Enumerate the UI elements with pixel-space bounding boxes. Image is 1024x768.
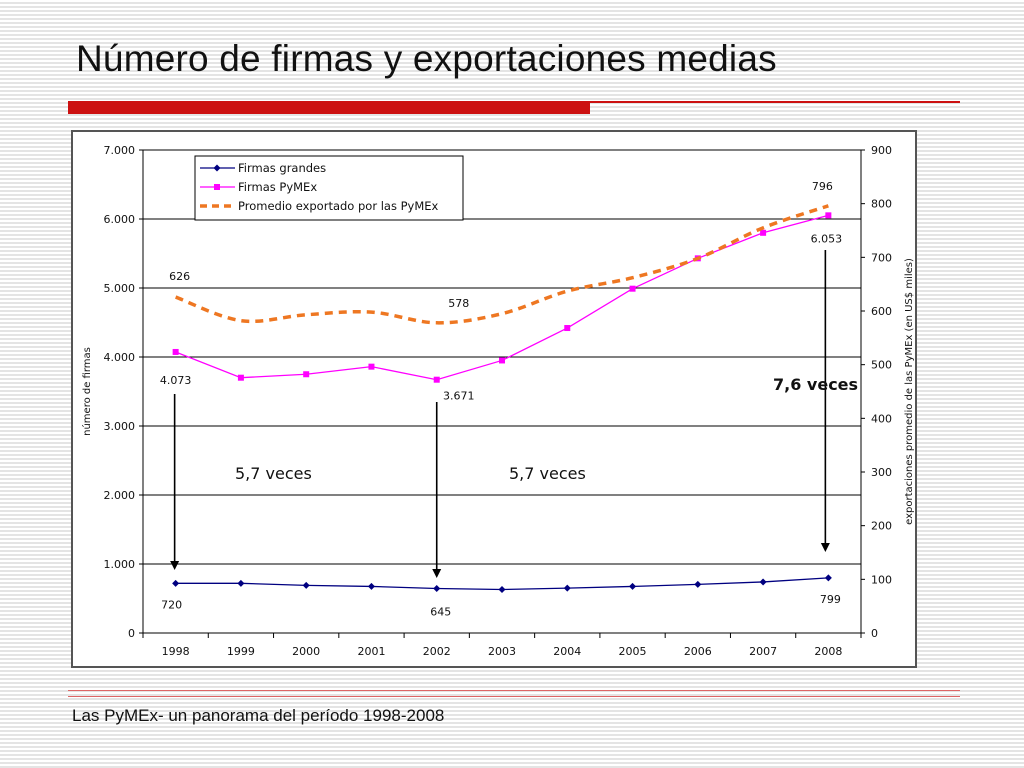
data-point-firmas-grandes (302, 581, 310, 589)
x-tick-label: 2002 (423, 645, 451, 658)
data-point-firmas-pymex (433, 376, 440, 383)
y2-tick-label: 700 (871, 251, 892, 264)
y-tick-label: 5.000 (104, 282, 136, 295)
x-tick-label: 2004 (553, 645, 581, 658)
y2-tick-label: 0 (871, 627, 878, 640)
y2-tick-label: 400 (871, 412, 892, 425)
annotation-label: 7,6 veces (773, 375, 858, 394)
annotation-label: 5,7 veces (235, 464, 312, 483)
title-accent-bar (68, 101, 590, 114)
data-point-firmas-grandes (563, 584, 571, 592)
data-point-firmas-pymex (368, 363, 375, 370)
data-point-firmas-grandes (694, 580, 702, 588)
data-point-firmas-grandes (759, 578, 767, 586)
y2-axis-label: exportaciones promedio de las PyMEx (en … (904, 258, 915, 525)
data-label: 4.073 (160, 374, 192, 387)
legend-label: Firmas PyMEx (238, 180, 317, 194)
y-tick-label: 4.000 (104, 351, 136, 364)
data-point-firmas-grandes (367, 582, 375, 590)
data-point-firmas-pymex (564, 325, 571, 332)
data-point-firmas-pymex (172, 348, 179, 355)
x-tick-label: 2000 (292, 645, 320, 658)
series-line-firmas-pymex (175, 214, 829, 381)
data-label: 799 (820, 593, 841, 606)
y2-tick-label: 800 (871, 198, 892, 211)
data-point-firmas-pymex (499, 357, 505, 364)
data-label: 796 (812, 180, 833, 193)
y-tick-label: 2.000 (104, 489, 136, 502)
legend-label: Promedio exportado por las PyMEx (238, 199, 439, 213)
data-label: 626 (169, 270, 190, 283)
footer-divider (68, 696, 960, 697)
y-tick-label: 6.000 (104, 213, 136, 226)
data-point-firmas-pymex (629, 285, 636, 292)
data-point-firmas-grandes (172, 579, 180, 587)
annotation-arrowhead (170, 561, 180, 570)
footer-divider (68, 690, 960, 691)
x-tick-label: 1998 (162, 645, 190, 658)
data-label: 720 (161, 598, 182, 611)
y-axis-label: número de firmas (81, 347, 93, 436)
legend-marker (213, 164, 221, 172)
x-tick-label: 2007 (749, 645, 777, 658)
annotation-arrowhead (432, 569, 442, 578)
y2-tick-label: 200 (871, 520, 892, 533)
y-tick-label: 3.000 (104, 420, 136, 433)
data-label: 645 (430, 605, 451, 618)
title-accent-line (590, 101, 960, 103)
x-tick-label: 2005 (619, 645, 647, 658)
annotation-label: 5,7 veces (509, 464, 586, 483)
chart-legend (194, 155, 464, 221)
y2-tick-label: 600 (871, 305, 892, 318)
data-point-firmas-grandes (824, 574, 832, 582)
data-label: 6.053 (811, 232, 843, 245)
y-tick-label: 7.000 (104, 144, 136, 157)
legend-label: Firmas grandes (238, 161, 326, 175)
line-chart: 0 1.000 2.000 3.000 4.000 5.000 6.000 7.000 0 100… (81, 144, 915, 658)
series-line-promedio (175, 204, 829, 325)
data-point-firmas-pymex (237, 374, 244, 381)
x-tick-label: 1999 (227, 645, 255, 658)
x-tick-label: 2001 (357, 645, 385, 658)
legend-marker (214, 184, 220, 190)
y2-tick-label: 100 (871, 573, 892, 586)
y2-tick-label: 900 (871, 144, 892, 157)
data-point-firmas-pymex (760, 229, 767, 236)
data-point-firmas-pymex (825, 212, 832, 219)
data-label: 578 (448, 297, 469, 310)
x-tick-label: 2006 (684, 645, 712, 658)
data-point-firmas-grandes (237, 579, 245, 587)
x-tick-label: 2003 (488, 645, 516, 658)
data-point-firmas-pymex (303, 371, 310, 378)
y-tick-label: 1.000 (104, 558, 136, 571)
chart-frame: 0 1.000 2.000 3.000 4.000 5.000 6.000 7.000 0 100… (71, 130, 917, 668)
data-point-firmas-grandes (629, 582, 637, 590)
data-label: 3.671 (443, 390, 475, 403)
y2-tick-label: 500 (871, 359, 892, 372)
x-tick-label: 2008 (814, 645, 842, 658)
slide-title: Número de firmas y exportaciones medias (76, 38, 777, 79)
data-point-firmas-grandes (498, 586, 506, 594)
data-point-firmas-grandes (433, 584, 441, 592)
y2-tick-label: 300 (871, 466, 892, 479)
y-tick-label: 0 (128, 627, 135, 640)
annotation-arrowhead (820, 543, 830, 552)
slide-footer: Las PyMEx- un panorama del período 1998-… (72, 706, 445, 725)
